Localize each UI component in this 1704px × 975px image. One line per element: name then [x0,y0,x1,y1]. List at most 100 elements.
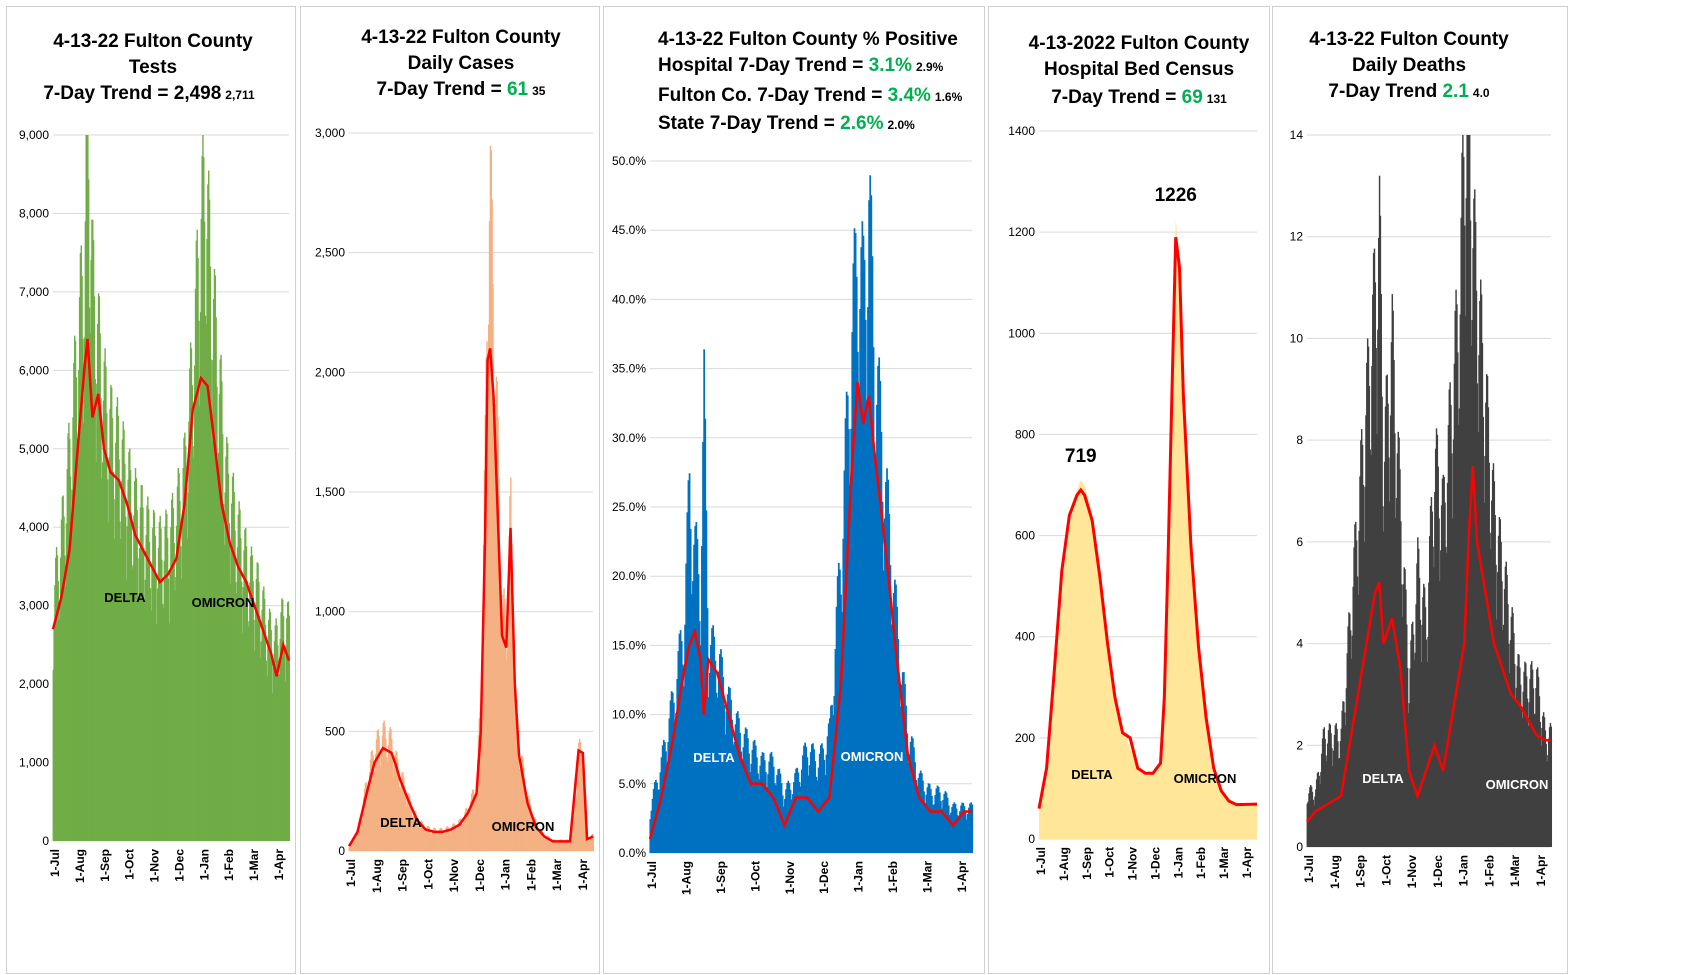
cases-bar [482,545,485,851]
positivity-bar [806,757,809,853]
positivity-bar [865,404,868,853]
positivity-bar [714,660,717,853]
census-x-tick-label: 1-Jul [1034,847,1048,875]
deaths-bar [1456,304,1458,847]
deaths-bar [1410,640,1412,847]
tests-bar [143,548,145,841]
tests-bar [159,515,161,841]
cases-bar [545,836,548,851]
tests-bar [284,681,286,841]
deaths-bar [1419,619,1422,847]
tests-bar [274,625,277,841]
cases-bar [419,821,422,851]
deaths-bar [1540,745,1542,847]
deaths-bar [1347,626,1349,847]
tests-delta-annotation: DELTA [104,590,146,605]
tests-bar [246,581,249,841]
positivity-bar [723,704,726,853]
tests-bar [110,387,113,841]
positivity-y-tick-label: 15.0% [612,638,646,652]
positivity-bar [914,762,916,853]
cases-bar [390,729,392,851]
deaths-bar [1346,653,1348,847]
deaths-y-tick-label: 14 [1290,128,1304,142]
tests-bar [163,561,166,841]
tests-bar [165,509,167,841]
positivity-bar [697,574,700,853]
positivity-bar [798,781,801,853]
cases-bar [516,699,518,851]
positivity-bar [879,380,882,853]
deaths-bar [1311,791,1314,847]
tests-bar [183,437,185,841]
positivity-bar [689,528,692,853]
cases-bar [445,827,447,851]
deaths-x-tick-label: 1-Oct [1379,855,1393,886]
deaths-bar [1372,253,1375,847]
deaths-bar [1529,679,1531,847]
tests-bar [254,650,256,841]
positivity-bar [811,744,813,853]
positivity-bar [730,699,732,853]
cases-bar [349,845,351,851]
cases-bar [527,796,529,851]
deaths-bar [1443,476,1445,847]
cases-bar [590,836,592,851]
tests-trend-title: 7-Day Trend = 2,498 2,711 [43,83,255,104]
cases-bar [348,847,351,851]
deaths-bar [1442,474,1445,847]
deaths-bar [1466,135,1468,847]
deaths-bar [1399,469,1401,847]
deaths-bar [1334,725,1337,847]
deaths-bar [1330,733,1332,847]
tests-bar [272,693,274,841]
cases-bar [383,720,385,851]
positivity-omicron-annotation: OMICRON [841,749,904,764]
tests-bar [78,297,81,841]
tests-x-tick-label: 1-Nov [148,849,162,883]
deaths-bar [1546,761,1548,847]
cases-bar [557,841,560,851]
tests-bar [147,509,150,841]
deaths-bar [1368,386,1371,847]
tests-x-tick-label: 1-Sep [98,849,112,882]
tests-bar [240,581,243,841]
deaths-bar [1536,669,1538,847]
positivity-bar [713,636,716,853]
positivity-bar [929,788,932,853]
cases-bar [450,829,453,851]
tests-bar [282,616,285,841]
cases-bar [422,824,424,851]
positivity-state-label: State 7-Day Trend = [658,113,840,134]
positivity-bar [726,694,729,853]
tests-bar [251,555,254,841]
cases-bar [500,623,503,851]
tests-bar [218,394,221,841]
tests-y-tick-label: 0 [42,834,49,848]
deaths-bar [1313,805,1315,847]
deaths-bar [1415,604,1417,847]
cases-bar [573,794,576,851]
positivity-bar [768,761,771,853]
deaths-bar [1359,476,1361,847]
deaths-bar [1508,643,1510,847]
positivity-bar [826,736,829,853]
tests-bar [148,541,151,841]
positivity-bar [745,728,748,853]
cases-bar [479,711,481,851]
tests-bar [55,557,57,841]
positivity-bar [925,794,928,853]
positivity-bar [919,770,922,853]
deaths-bar [1429,536,1431,847]
census-trend-prev: 131 [1207,92,1227,106]
cases-bar [393,764,396,851]
tests-bar [152,528,154,841]
deaths-bar [1544,730,1547,847]
positivity-bar [759,765,762,853]
deaths-bar [1349,613,1351,847]
cases-x-tick-label: 1-Apr [576,859,590,891]
tests-bar [162,607,165,841]
cases-bar [357,828,359,851]
tests-bar [180,578,183,841]
tests-bar [150,610,152,841]
